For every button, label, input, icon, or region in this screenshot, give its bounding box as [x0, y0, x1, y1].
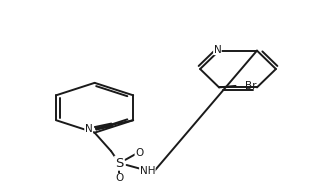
Text: S: S	[115, 157, 123, 170]
Text: O: O	[135, 148, 143, 158]
Text: O: O	[115, 174, 123, 183]
Text: N: N	[213, 45, 221, 55]
Text: N: N	[85, 124, 93, 134]
Text: Br: Br	[245, 81, 257, 91]
Text: NH: NH	[140, 166, 155, 176]
